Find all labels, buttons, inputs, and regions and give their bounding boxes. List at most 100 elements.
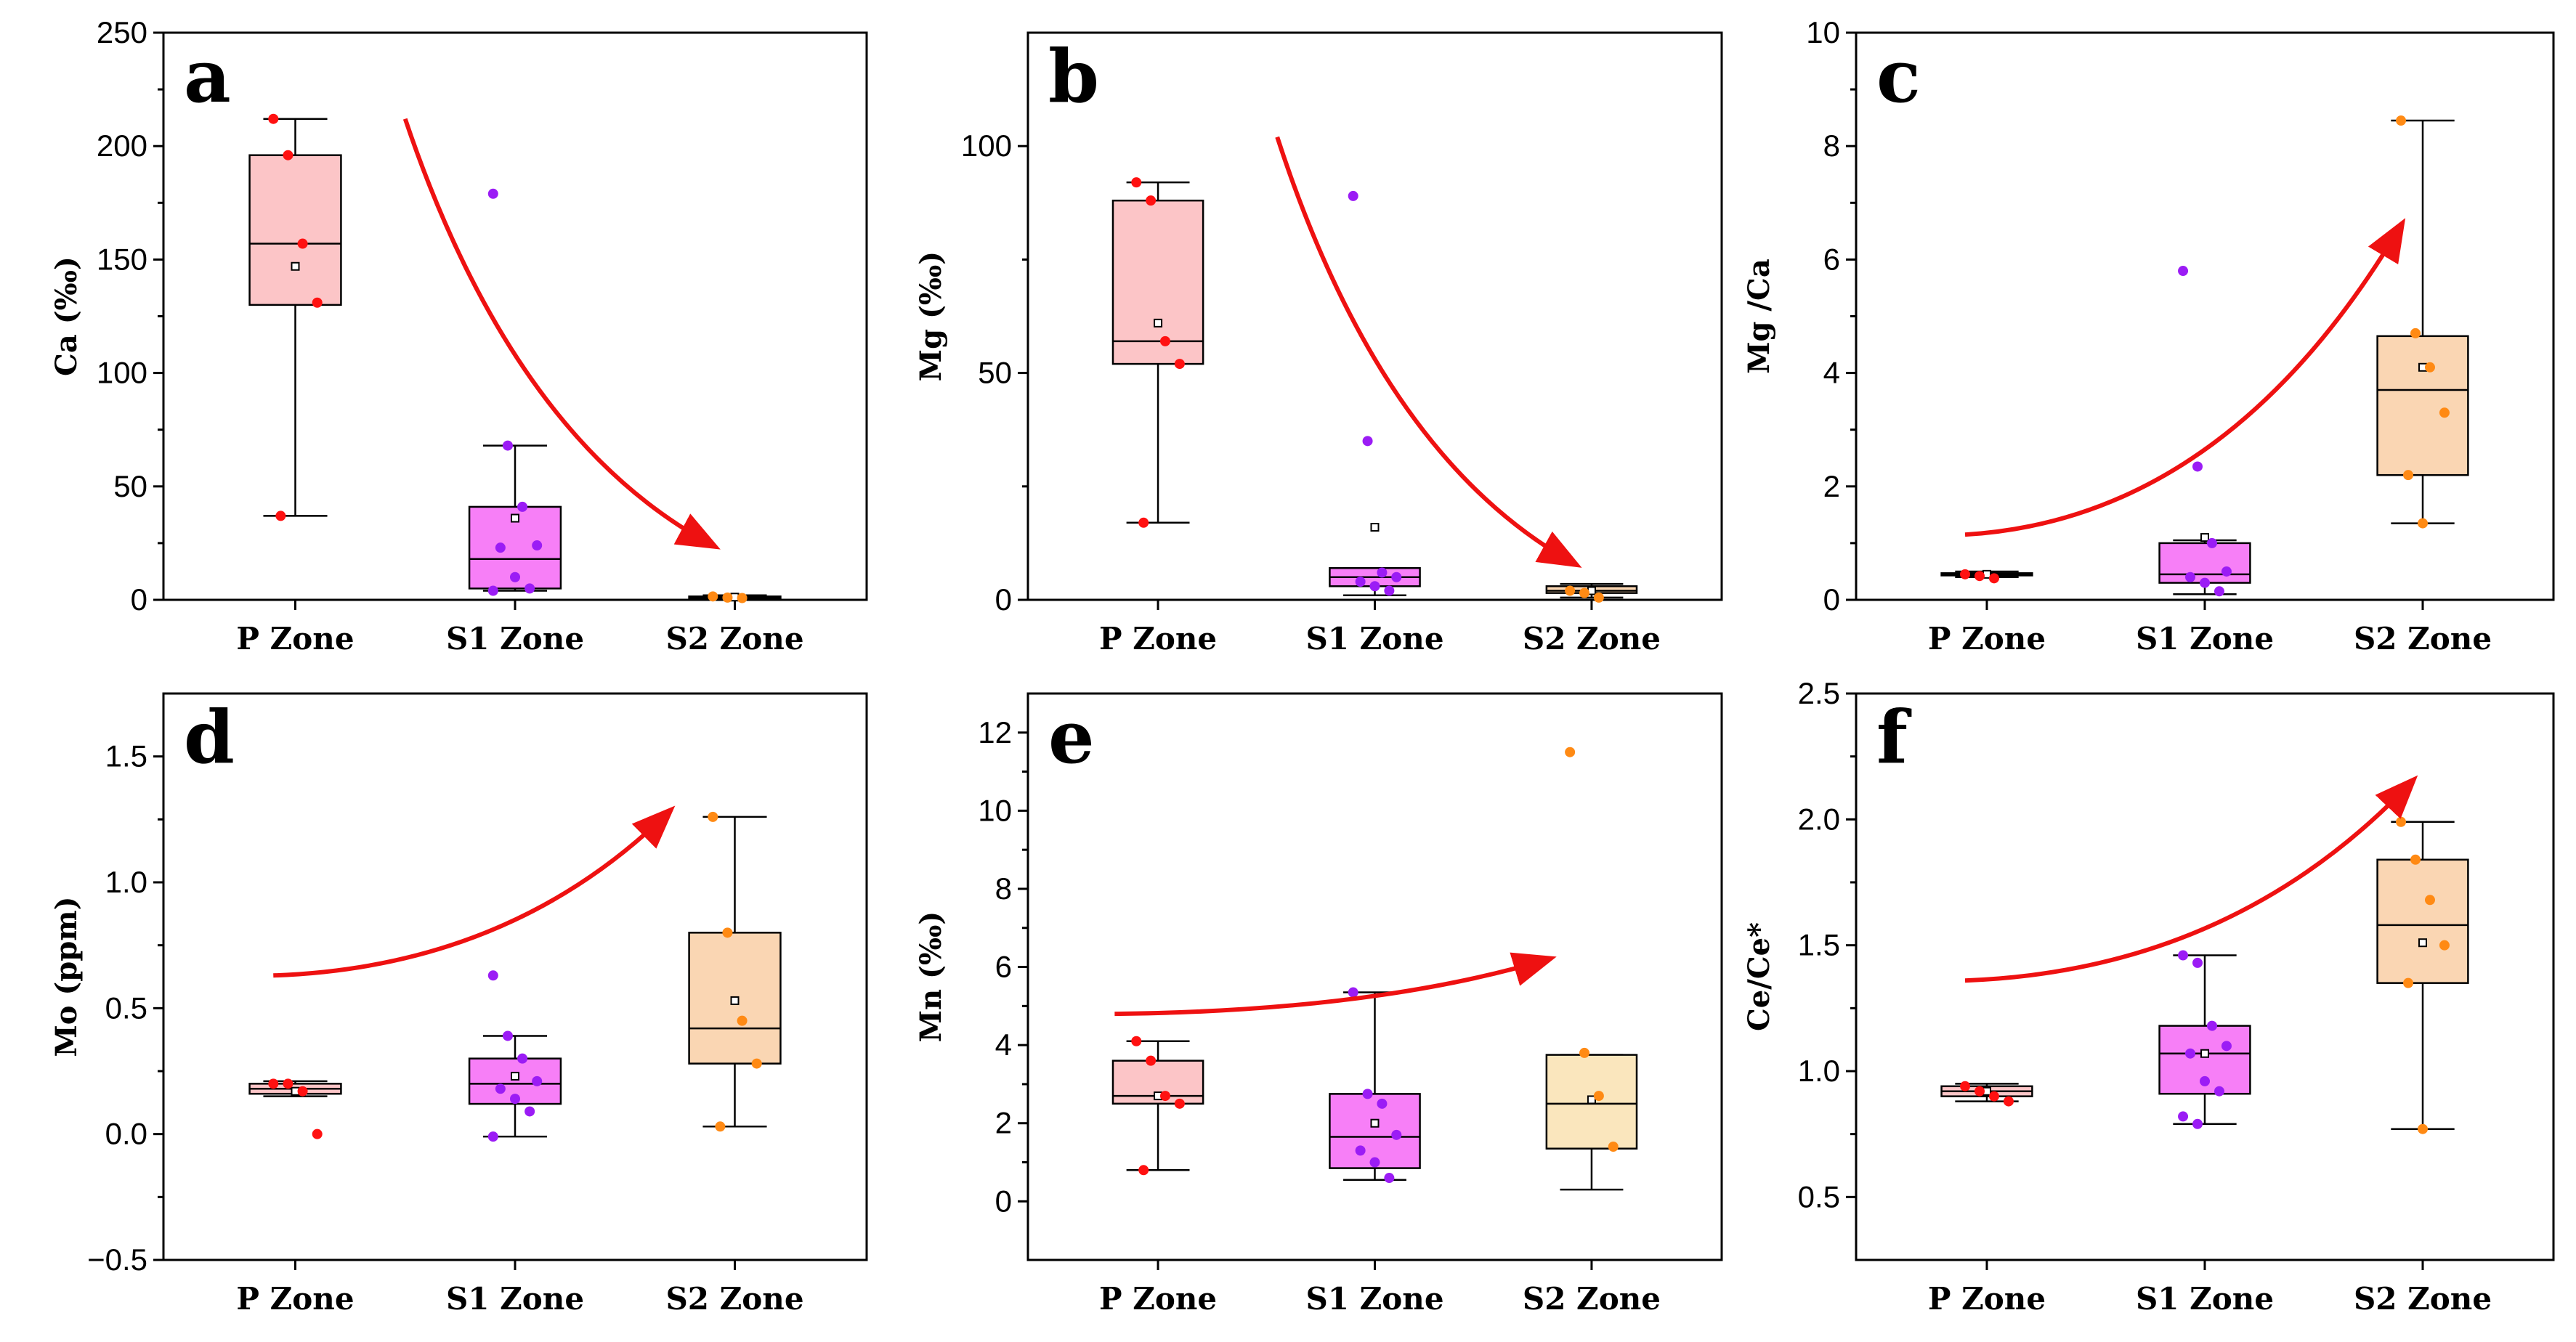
data-point: [297, 1086, 308, 1097]
data-point: [2439, 407, 2450, 418]
x-tick-label: S1 Zone: [2136, 621, 2274, 656]
box-iqr: [2158, 542, 2251, 584]
data-point: [517, 501, 528, 512]
x-tick-label: S2 Zone: [1523, 1281, 1661, 1317]
data-point: [1159, 336, 1170, 346]
x-tick-label: P Zone: [1099, 1281, 1217, 1317]
box-3: [1545, 582, 1638, 603]
data-point: [268, 113, 279, 124]
box-iqr: [2376, 335, 2469, 476]
data-point: [502, 1030, 513, 1041]
mean-marker: [730, 996, 740, 1005]
data-point: [532, 1075, 543, 1086]
data-point: [1384, 585, 1395, 596]
data-point: [524, 583, 535, 594]
y-tick-label: 2.0: [1798, 802, 1840, 836]
box-1: [1940, 569, 2033, 584]
y-tick-label: 4: [1823, 356, 1840, 390]
y-tick-label: 150: [97, 242, 147, 276]
data-point: [2206, 1020, 2217, 1031]
y-tick-label: 250: [97, 15, 147, 49]
data-point: [1608, 1142, 1619, 1152]
y-tick-label: 6: [995, 950, 1012, 984]
data-point: [2200, 1075, 2210, 1086]
data-point: [2192, 461, 2203, 472]
data-point: [1377, 567, 1388, 578]
data-point: [2178, 950, 2189, 961]
data-point: [1960, 1081, 1971, 1091]
y-tick-label: 10: [1806, 15, 1840, 49]
data-point: [715, 1121, 726, 1132]
data-point: [708, 811, 718, 822]
y-tick-label: 0.5: [105, 991, 147, 1025]
box-iqr: [2376, 858, 2469, 984]
data-point: [495, 542, 506, 553]
box-1: [1111, 177, 1204, 528]
data-point: [2410, 854, 2421, 865]
box-1: [248, 1078, 342, 1139]
data-point: [2214, 586, 2224, 597]
x-tick-label: S1 Zone: [446, 621, 584, 656]
trend-arrow: [1114, 952, 1557, 1017]
mean-marker: [1370, 1118, 1380, 1128]
data-point: [1377, 1098, 1388, 1109]
box-2: [1329, 190, 1421, 597]
data-point: [495, 1083, 506, 1094]
box-iqr: [1111, 199, 1204, 365]
data-point: [487, 188, 498, 199]
plot-frame: [1855, 31, 2555, 601]
x-tick-label: P Zone: [1928, 1281, 2046, 1317]
data-point: [2424, 362, 2435, 373]
y-tick-label: 2.5: [1798, 676, 1840, 710]
data-point: [708, 591, 718, 602]
data-point: [1348, 987, 1358, 998]
data-point: [2221, 566, 2232, 577]
data-point: [1146, 1055, 1157, 1066]
data-point: [268, 1078, 279, 1089]
y-tick-label: 1.0: [105, 865, 147, 899]
y-tick-label: 0: [1823, 582, 1840, 617]
trend-arrow: [1964, 775, 2418, 983]
mean-marker: [1154, 318, 1163, 328]
data-point: [2403, 977, 2414, 988]
box-3: [1545, 747, 1638, 1191]
data-point: [2185, 572, 2196, 582]
x-tick-label: S2 Zone: [665, 1281, 803, 1317]
data-point: [722, 927, 733, 938]
data-point: [2206, 537, 2217, 548]
x-tick-label: S2 Zone: [1523, 621, 1661, 656]
data-point: [517, 1053, 528, 1064]
data-point: [2192, 1118, 2203, 1129]
data-point: [487, 585, 498, 596]
data-point: [2178, 1111, 2189, 1122]
x-tick-label: S1 Zone: [2136, 1281, 2274, 1317]
y-tick-label: 4: [995, 1028, 1012, 1062]
data-point: [1362, 436, 1373, 447]
mean-marker: [511, 1071, 519, 1081]
data-point: [737, 1015, 748, 1026]
panel-b: 0 50 100 Mg (‰) b P Zone S1 Zone S2 Zone: [914, 31, 1723, 656]
panel-letter: e: [1048, 694, 1095, 780]
box-1: [1111, 1036, 1204, 1176]
box-iqr: [248, 154, 342, 306]
data-point: [1988, 573, 1999, 584]
x-tick-label: S2 Zone: [2354, 621, 2492, 656]
data-point: [2439, 940, 2450, 951]
mean-marker: [2418, 938, 2427, 948]
x-tick-label: S2 Zone: [2354, 1281, 2492, 1317]
y-tick-label: 1.0: [1798, 1054, 1840, 1088]
y-axis-title: Mo (ppm): [49, 897, 84, 1057]
x-tick-label: P Zone: [1099, 621, 1217, 656]
panel-letter: d: [184, 694, 235, 780]
data-point: [2418, 518, 2428, 529]
y-tick-label: 8: [1823, 129, 1840, 163]
panel-c: 0 2 4 6 8 10 Mg /Ca c P Zone S1 Zone S2 Zone: [1742, 15, 2555, 656]
box-2: [468, 970, 562, 1142]
data-point: [1988, 1091, 1999, 1102]
data-point: [2214, 1086, 2224, 1097]
box-iqr: [2158, 1025, 2251, 1095]
data-point: [1974, 571, 1985, 582]
data-point: [2403, 470, 2414, 481]
data-point: [1131, 177, 1142, 188]
data-point: [722, 592, 733, 603]
